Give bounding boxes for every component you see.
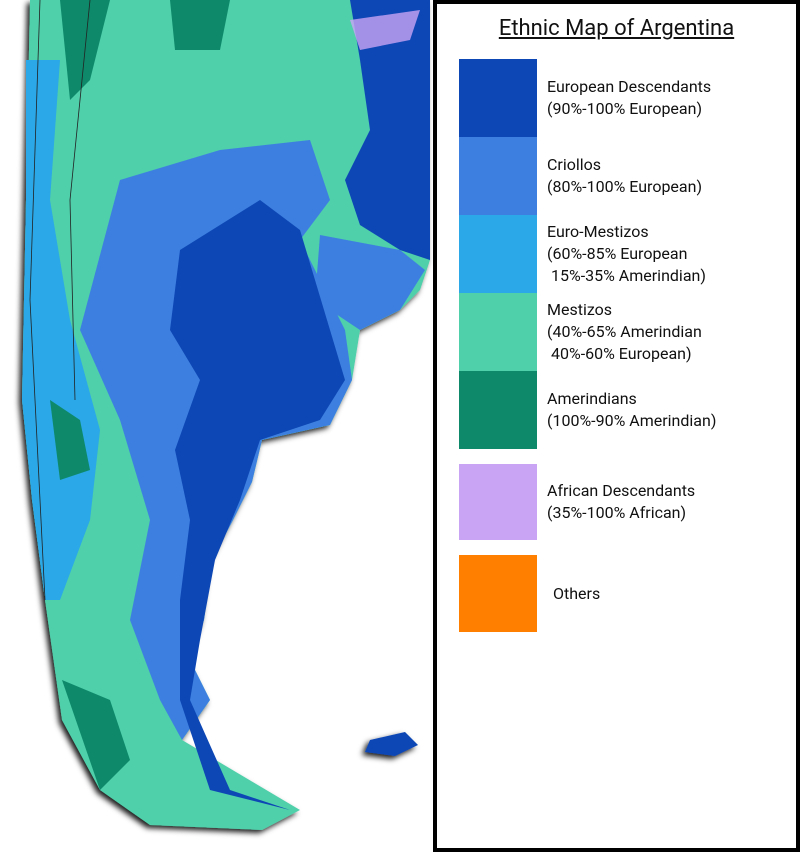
legend-label: Others [553, 583, 601, 603]
legend-label: (35%-100% African) [547, 503, 687, 522]
legend-label: (80%-100% European) [547, 177, 703, 196]
region [170, 200, 345, 810]
legend-label: African Descendants [547, 481, 696, 500]
region [315, 235, 425, 330]
legend-label: Mestizos [547, 300, 613, 319]
legend-title: Ethnic Map of Argentina [498, 16, 735, 41]
legend-label: European Descendants [547, 77, 712, 96]
legend-label: Criollos [547, 155, 602, 174]
legend-swatch [459, 59, 537, 137]
legend-swatch [459, 464, 537, 540]
legend: Ethnic Map of Argentina European Descend… [433, 0, 800, 852]
legend-swatch [459, 293, 537, 371]
legend-swatch [459, 137, 537, 215]
border [29, 0, 91, 601]
legend-label: 40%-60% European) [551, 344, 692, 363]
legend-swatch [459, 371, 537, 449]
region [50, 0, 230, 790]
legend-label: (100%-90% Amerindian) [547, 411, 717, 430]
region [350, 10, 420, 50]
region [345, 0, 430, 260]
legend-label: (40%-65% Amerindian [547, 322, 702, 341]
legend-label: 15%-35% Amerindian) [551, 266, 706, 285]
map [22, 0, 430, 830]
legend-label: Euro-Mestizos [547, 222, 649, 241]
legend-label: (90%-100% European) [547, 99, 703, 118]
legend-label: Amerindians [547, 389, 637, 408]
legend-swatch [459, 555, 537, 632]
legend-swatch [459, 215, 537, 293]
legend-label: (60%-85% European [547, 244, 688, 263]
